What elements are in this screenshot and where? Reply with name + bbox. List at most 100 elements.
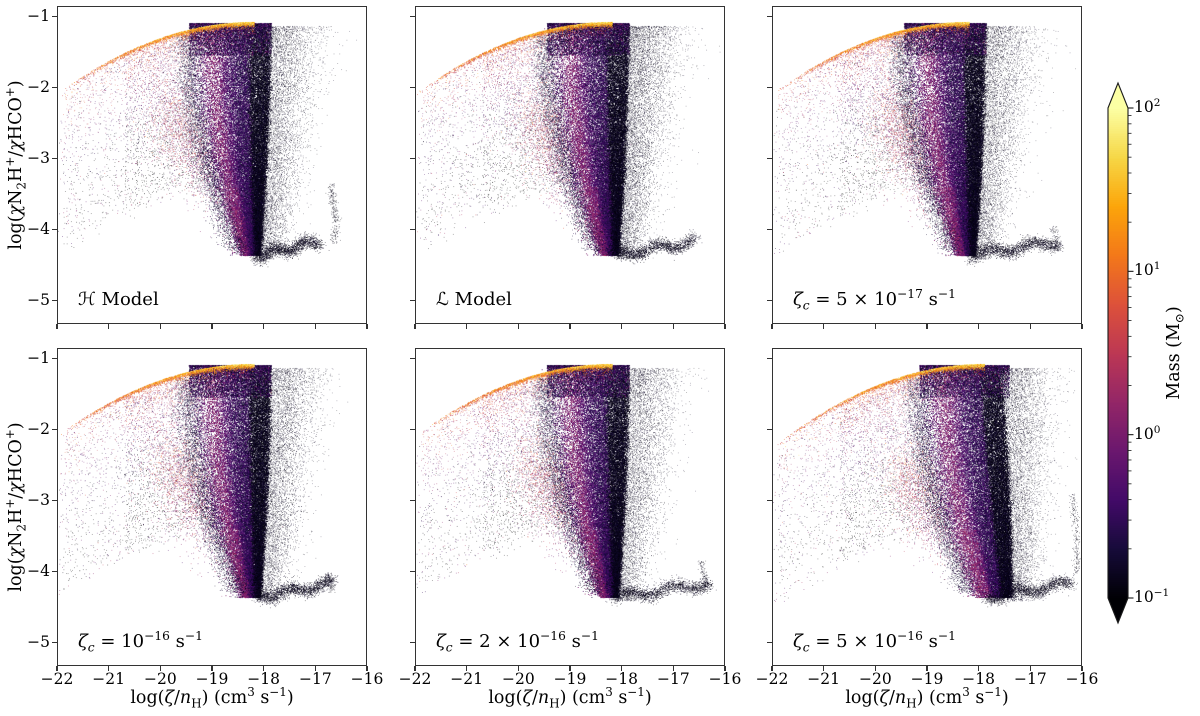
x-tick-label: −21 [92,670,126,688]
x-axis-tick [465,666,468,671]
y-axis-tick [767,570,772,573]
x-axis-tick [414,666,416,671]
x-axis-tick [926,324,928,329]
x-tick-label: −20 [143,670,177,688]
x-axis-tick [56,666,58,671]
x-tick-label: −18 [962,670,996,688]
x-tick-label: −19 [910,670,944,688]
x-axis-tick [262,666,265,671]
y-tick-label: −4 [27,561,50,580]
x-tick-label: −21 [807,670,841,688]
x-axis-tick [414,324,416,329]
x-axis-tick [211,666,213,671]
panel-annotation: ℋ Model [78,289,159,310]
y-axis-tick [410,641,415,644]
y-axis-tick [410,86,415,89]
scatter-density-canvas [773,349,1081,665]
panel-zeta-5e-17: ζc = 5 × 10−17 s−1 [772,6,1082,324]
y-axis-tick [52,641,57,644]
y-axis-tick [52,428,57,431]
y-axis-tick [52,299,57,302]
y-axis-tick [410,299,415,302]
y-axis-tick [410,15,415,18]
y-axis-tick [52,157,57,160]
x-axis-tick [465,324,468,329]
x-tick-label: −22 [398,670,432,688]
x-axis-tick [822,324,825,329]
y-tick-label: −4 [27,219,50,238]
colorbar-label: Mass (M⊙) [1164,306,1187,400]
x-axis-label-col3: log(ζ/nH) (cm3 s−1) [845,685,1009,711]
y-axis-tick [410,357,415,360]
panel-annotation: ζc = 2 × 10−16 s−1 [436,629,599,655]
x-axis-tick [262,324,265,329]
y-tick-label: −2 [27,77,50,96]
x-axis-tick [874,324,877,329]
panel-l-model: ℒ Model [415,6,725,324]
panel-zeta-2e-16: ζc = 2 × 10−16 s−1 [415,348,725,666]
x-tick-label: −16 [1065,670,1099,688]
y-tick-label: −2 [27,419,50,438]
x-axis-tick [314,666,317,671]
x-tick-label: −16 [350,670,384,688]
x-axis-label-col2: log(ζ/nH) (cm3 s−1) [488,685,652,711]
y-tick-label: −1 [27,6,50,25]
x-axis-tick [771,324,773,329]
y-axis-tick [767,428,772,431]
x-tick-label: −19 [195,670,229,688]
x-axis-tick [620,324,623,329]
colorbar-tick-label: 100 [1134,423,1161,443]
x-axis-tick [724,324,726,329]
x-axis-tick [366,324,368,329]
panel-annotation: ζc = 5 × 10−17 s−1 [793,287,956,313]
scatter-density-canvas [416,349,724,665]
y-tick-label: −3 [27,148,50,167]
x-tick-label: −16 [708,670,742,688]
x-axis-tick [517,666,520,671]
panel-annotation: ζc = 5 × 10−16 s−1 [793,629,956,655]
colorbar-tick-label: 102 [1134,96,1161,116]
x-tick-label: −22 [40,670,74,688]
colorbar-tick-label: 101 [1134,260,1161,280]
x-axis-tick [159,666,162,671]
panel-annotation: ℒ Model [436,289,512,310]
x-axis-tick [977,666,980,671]
x-axis-tick [56,324,58,329]
x-axis-tick [672,324,675,329]
scatter-density-canvas [58,7,366,323]
x-tick-label: −20 [858,670,892,688]
scatter-density-canvas [773,7,1081,323]
x-tick-label: −17 [656,670,690,688]
panel-h-model: ℋ Model [57,6,367,324]
x-axis-tick [874,666,877,671]
y-axis-tick [410,499,415,502]
y-axis-tick [767,228,772,231]
y-axis-tick [52,86,57,89]
x-axis-tick [672,666,675,671]
x-tick-label: −17 [1013,670,1047,688]
x-tick-label: −20 [501,670,535,688]
x-axis-tick [620,666,623,671]
y-tick-label: −5 [27,632,50,651]
panel-zeta-1e-16: ζc = 10−16 s−1 [57,348,367,666]
y-tick-label: −1 [27,348,50,367]
y-axis-tick [767,299,772,302]
x-axis-tick [517,324,520,329]
x-axis-tick [1081,324,1083,329]
x-axis-tick [1029,324,1032,329]
y-axis-tick [410,228,415,231]
y-axis-tick [767,357,772,360]
x-axis-tick [1029,666,1032,671]
y-axis-tick [767,86,772,89]
y-axis-tick [767,15,772,18]
x-axis-tick [822,666,825,671]
x-axis-tick [1081,666,1083,671]
colorbar-tick-label: 10−1 [1134,586,1170,606]
y-axis-tick [52,357,57,360]
y-axis-tick [52,570,57,573]
x-axis-tick [366,666,368,671]
x-axis-tick [211,324,213,329]
x-tick-label: −22 [755,670,789,688]
x-axis-tick [569,324,571,329]
